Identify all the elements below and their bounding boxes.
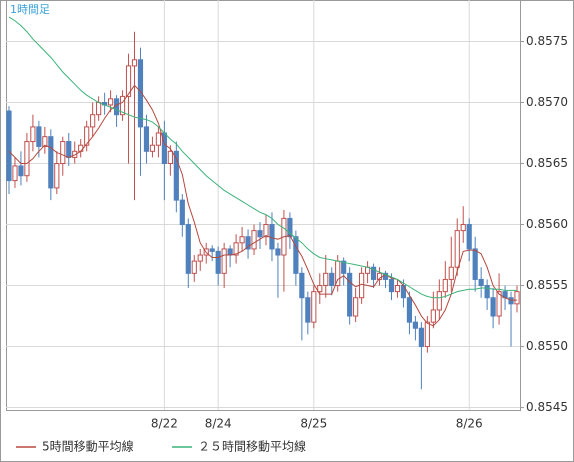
candle-body	[508, 297, 514, 305]
plot-area	[6, 0, 521, 411]
y-tick-label: 0.8560	[526, 217, 568, 231]
candle-body	[293, 236, 299, 274]
candle-body	[496, 291, 502, 317]
y-tick-label: 0.8545	[526, 400, 568, 414]
candle-body	[215, 250, 221, 274]
candle-body	[131, 59, 138, 67]
x-tick-label: 8/22	[151, 417, 178, 431]
candle-body	[239, 236, 245, 244]
candle-body	[60, 141, 66, 165]
candle-body	[12, 165, 18, 182]
candle-body	[317, 285, 323, 293]
candle-body	[406, 297, 413, 323]
candle-body	[448, 266, 454, 280]
candle-body	[221, 248, 227, 274]
candle-body	[269, 224, 275, 250]
candle-body	[370, 266, 377, 280]
candle-body	[149, 144, 156, 152]
candle-body	[478, 278, 484, 287]
candle-body	[299, 272, 305, 299]
x-tick-label: 8/26	[456, 417, 483, 431]
candle-body	[90, 114, 96, 128]
candle-body	[460, 224, 466, 232]
candle-body	[311, 291, 317, 323]
candle-body	[394, 285, 401, 293]
y-tick-label: 0.8550	[526, 339, 568, 353]
y-tick-label: 0.8575	[526, 34, 568, 48]
candle-body	[108, 98, 114, 106]
candle-body	[227, 248, 233, 256]
candle-body	[275, 248, 281, 256]
candle-body	[514, 291, 520, 305]
candle-body	[472, 248, 478, 280]
candle-body	[466, 224, 472, 250]
candle-body	[48, 136, 54, 189]
candle-body	[6, 110, 12, 182]
candle-body	[143, 126, 150, 152]
candle-body	[125, 65, 132, 97]
candle-body	[359, 272, 365, 299]
candle-body	[191, 260, 197, 274]
candle-body	[329, 272, 335, 287]
candle-body	[167, 150, 173, 165]
candle-body	[347, 272, 353, 317]
ma-line	[8, 16, 518, 299]
y-tick-label: 0.8555	[526, 278, 568, 292]
candle-body	[36, 126, 42, 147]
candle-body	[323, 272, 329, 287]
candle-body	[257, 230, 263, 238]
candle-body	[96, 102, 102, 116]
candle-body	[341, 260, 347, 274]
candle-body	[251, 230, 257, 250]
candle-body	[197, 254, 203, 262]
candle-body	[72, 150, 78, 158]
y-tick-label: 0.8565	[526, 156, 568, 170]
ma-line	[8, 84, 518, 327]
candle-body	[78, 144, 84, 152]
candle-body	[430, 309, 436, 323]
candle-body	[388, 278, 395, 293]
candle-body	[436, 291, 442, 311]
candle-body	[305, 297, 311, 323]
candle-body	[179, 199, 185, 226]
x-tick-label: 8/24	[205, 417, 232, 431]
candle-body	[84, 126, 90, 146]
candle-body	[418, 327, 424, 348]
candle-body	[137, 59, 144, 128]
candle-body	[424, 321, 430, 348]
candle-body	[245, 236, 251, 250]
candle-body	[18, 165, 24, 177]
candle-body	[173, 150, 179, 201]
candle-body	[233, 242, 239, 256]
candle-body	[412, 321, 418, 329]
candle-body	[454, 230, 460, 268]
chart-title: 1時間足	[10, 3, 50, 16]
y-tick-label: 0.8570	[526, 95, 568, 109]
candle-body	[155, 132, 161, 146]
candle-body	[209, 248, 215, 252]
legend-label: 5時間移動平均線	[42, 439, 134, 454]
legend-label: ２５時間移動平均線	[198, 439, 306, 454]
candle-body	[263, 224, 269, 238]
candle-body	[484, 285, 490, 299]
candle-body	[442, 278, 448, 293]
candle-body	[185, 224, 191, 274]
candle-body	[24, 141, 30, 177]
candle-body	[42, 136, 48, 147]
candle-body	[490, 297, 496, 317]
candle-body	[66, 141, 72, 158]
candle-body	[353, 297, 359, 317]
x-tick-label: 8/25	[300, 417, 327, 431]
candle-body	[119, 95, 126, 116]
candle-body	[287, 217, 293, 238]
candle-body	[30, 126, 36, 143]
candle-body	[54, 163, 60, 189]
